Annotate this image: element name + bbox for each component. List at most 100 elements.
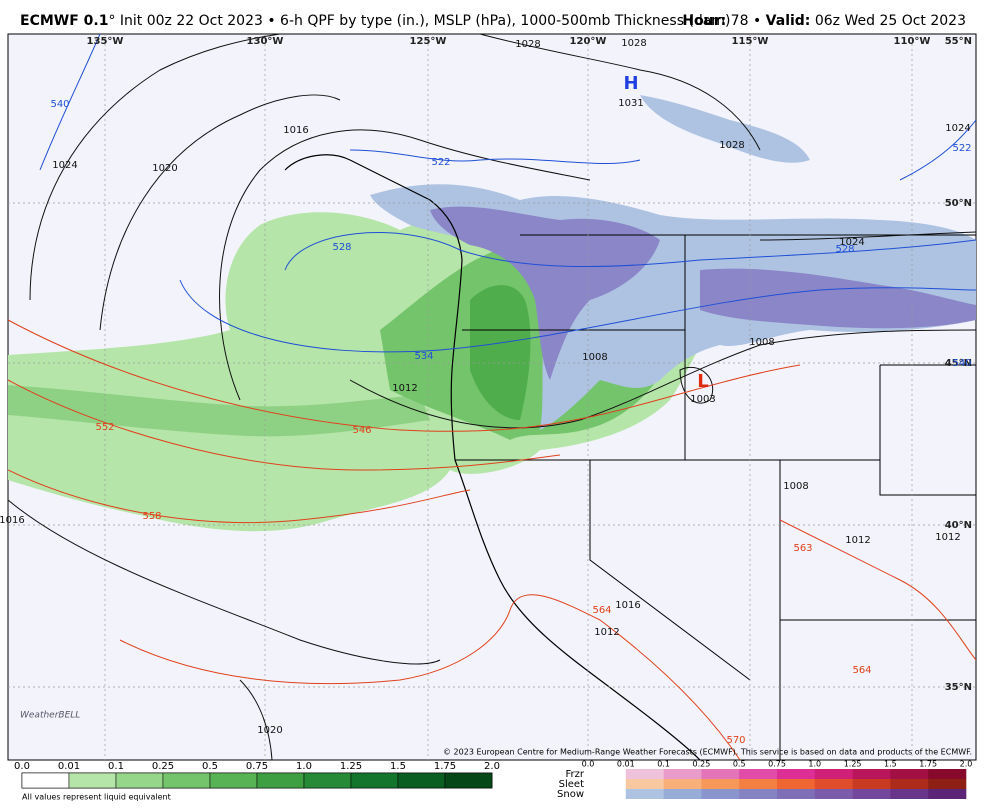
rain-tick-label: 0.1 — [108, 761, 124, 772]
latitude-label: 40°N — [945, 520, 972, 531]
isobar-label: 1024 — [52, 160, 77, 171]
isobar-label: 1008 — [582, 352, 607, 363]
valid-value: 06z Wed 25 Oct 2023 — [810, 13, 966, 29]
type-swatch — [928, 769, 967, 779]
thickness-label: 540 — [952, 358, 971, 369]
type-swatch — [701, 769, 740, 779]
thickness-label: 546 — [352, 425, 371, 436]
high-pressure: H — [623, 73, 638, 94]
thickness-label: 570 — [726, 735, 745, 746]
longitude-label: 130°W — [247, 36, 284, 47]
type-tick-label: 0.0 — [582, 760, 595, 769]
rain-tick-label: 0.01 — [58, 761, 80, 772]
type-swatch — [701, 789, 740, 799]
type-swatch — [739, 779, 778, 789]
type-swatch — [777, 769, 816, 779]
type-tick-label: 1.0 — [808, 760, 821, 769]
rain-tick-label: 0.5 — [202, 761, 218, 772]
type-name: Snow — [557, 789, 584, 800]
type-swatch — [701, 779, 740, 789]
longitude-label: 120°W — [570, 36, 607, 47]
isobar-label: 1024 — [945, 123, 970, 134]
thickness-label: 564 — [592, 605, 611, 616]
isobar-label: 1008 — [783, 481, 808, 492]
isobar-label: 1028 — [621, 38, 646, 49]
isobar-label: 1024 — [839, 237, 864, 248]
thickness-label: 528 — [835, 244, 854, 255]
isobar-label: 1012 — [845, 535, 870, 546]
title-desc: ° Init 00z 22 Oct 2023 • 6-h QPF by type… — [108, 13, 730, 29]
legend: All values represent liquid equivalent 0… — [14, 760, 972, 802]
type-swatch — [625, 789, 664, 799]
type-swatch — [890, 769, 929, 779]
header-valid: Hour: 78 • Valid: 06z Wed 25 Oct 2023 — [682, 13, 966, 29]
thickness-label: 540 — [50, 99, 69, 110]
thickness-label: 563 — [793, 543, 812, 554]
type-swatch — [928, 779, 967, 789]
valid-label: Valid: — [766, 13, 811, 29]
thickness-label: 564 — [852, 665, 871, 676]
thickness-label: 522 — [431, 157, 450, 168]
rain-tick-label: 1.75 — [434, 761, 456, 772]
thickness-label: 522 — [952, 143, 971, 154]
snow-moderate — [430, 206, 660, 380]
coastline — [284, 154, 701, 760]
map-labels: 135°W 130°W 125°W 120°W 115°W 110°W 55°N 50°N 45… — [0, 36, 972, 746]
low-pressure: L — [697, 371, 708, 392]
type-swatch — [814, 789, 853, 799]
isobar-label: 1003 — [690, 394, 715, 405]
type-swatch — [663, 779, 702, 789]
isobar-label: 1016 — [283, 125, 308, 136]
rain-swatch — [444, 772, 493, 789]
type-tick-label: 1.75 — [919, 760, 937, 769]
latitude-label: 55°N — [945, 36, 972, 47]
type-swatch — [625, 779, 664, 789]
type-swatch — [739, 789, 778, 799]
isobar-label: 1012 — [392, 383, 417, 394]
type-tick-label: 1.5 — [884, 760, 897, 769]
snow-north — [640, 95, 810, 163]
isobar-label: 1020 — [257, 725, 282, 736]
rain-tick-label: 1.5 — [390, 761, 406, 772]
hour-value: 78 — [731, 13, 749, 29]
type-swatch — [814, 779, 853, 789]
thickness-blue — [39, 34, 976, 353]
type-tick-label: 0.1 — [657, 760, 670, 769]
isobar-label: 1028 — [719, 140, 744, 151]
state-border — [684, 235, 976, 760]
rain-tick-label: 1.0 — [296, 761, 312, 772]
map: 135°W 130°W 125°W 120°W 115°W 110°W 55°N 50°N 45… — [0, 33, 977, 761]
thickness-label: 558 — [142, 511, 161, 522]
isobar-label: 1012 — [594, 627, 619, 638]
isobar-label: 1028 — [515, 39, 540, 50]
separator: • — [753, 13, 761, 29]
thickness-label: 534 — [414, 351, 433, 362]
type-swatch — [663, 789, 702, 799]
type-swatch — [625, 769, 664, 779]
state-border — [589, 460, 751, 681]
thickness-label: 528 — [332, 242, 351, 253]
rain-tick-label: 0.0 — [14, 761, 30, 772]
type-swatch — [663, 769, 702, 779]
isobar-label: 1020 — [152, 163, 177, 174]
isobar-label: 1016 — [615, 600, 640, 611]
longitude-label: 115°W — [732, 36, 769, 47]
type-swatch — [739, 769, 778, 779]
type-tick-label: 0.25 — [692, 760, 710, 769]
latitude-label: 35°N — [945, 682, 972, 693]
rain-swatch — [209, 772, 258, 789]
rain-swatch — [162, 772, 211, 789]
rain-tick-label: 2.0 — [484, 761, 500, 772]
rain-swatch — [303, 772, 352, 789]
title-model: ECMWF 0.1 — [20, 13, 108, 29]
type-tick-label: 0.5 — [733, 760, 746, 769]
rain-tick-label: 1.25 — [340, 761, 362, 772]
type-swatch — [852, 769, 891, 779]
type-swatch — [777, 779, 816, 789]
copyright: © 2023 European Centre for Medium-Range … — [443, 748, 972, 757]
type-tick-label: 1.25 — [844, 760, 862, 769]
type-swatch — [928, 789, 967, 799]
type-name: Sleet — [559, 779, 584, 790]
longitude-label: 110°W — [894, 36, 931, 47]
